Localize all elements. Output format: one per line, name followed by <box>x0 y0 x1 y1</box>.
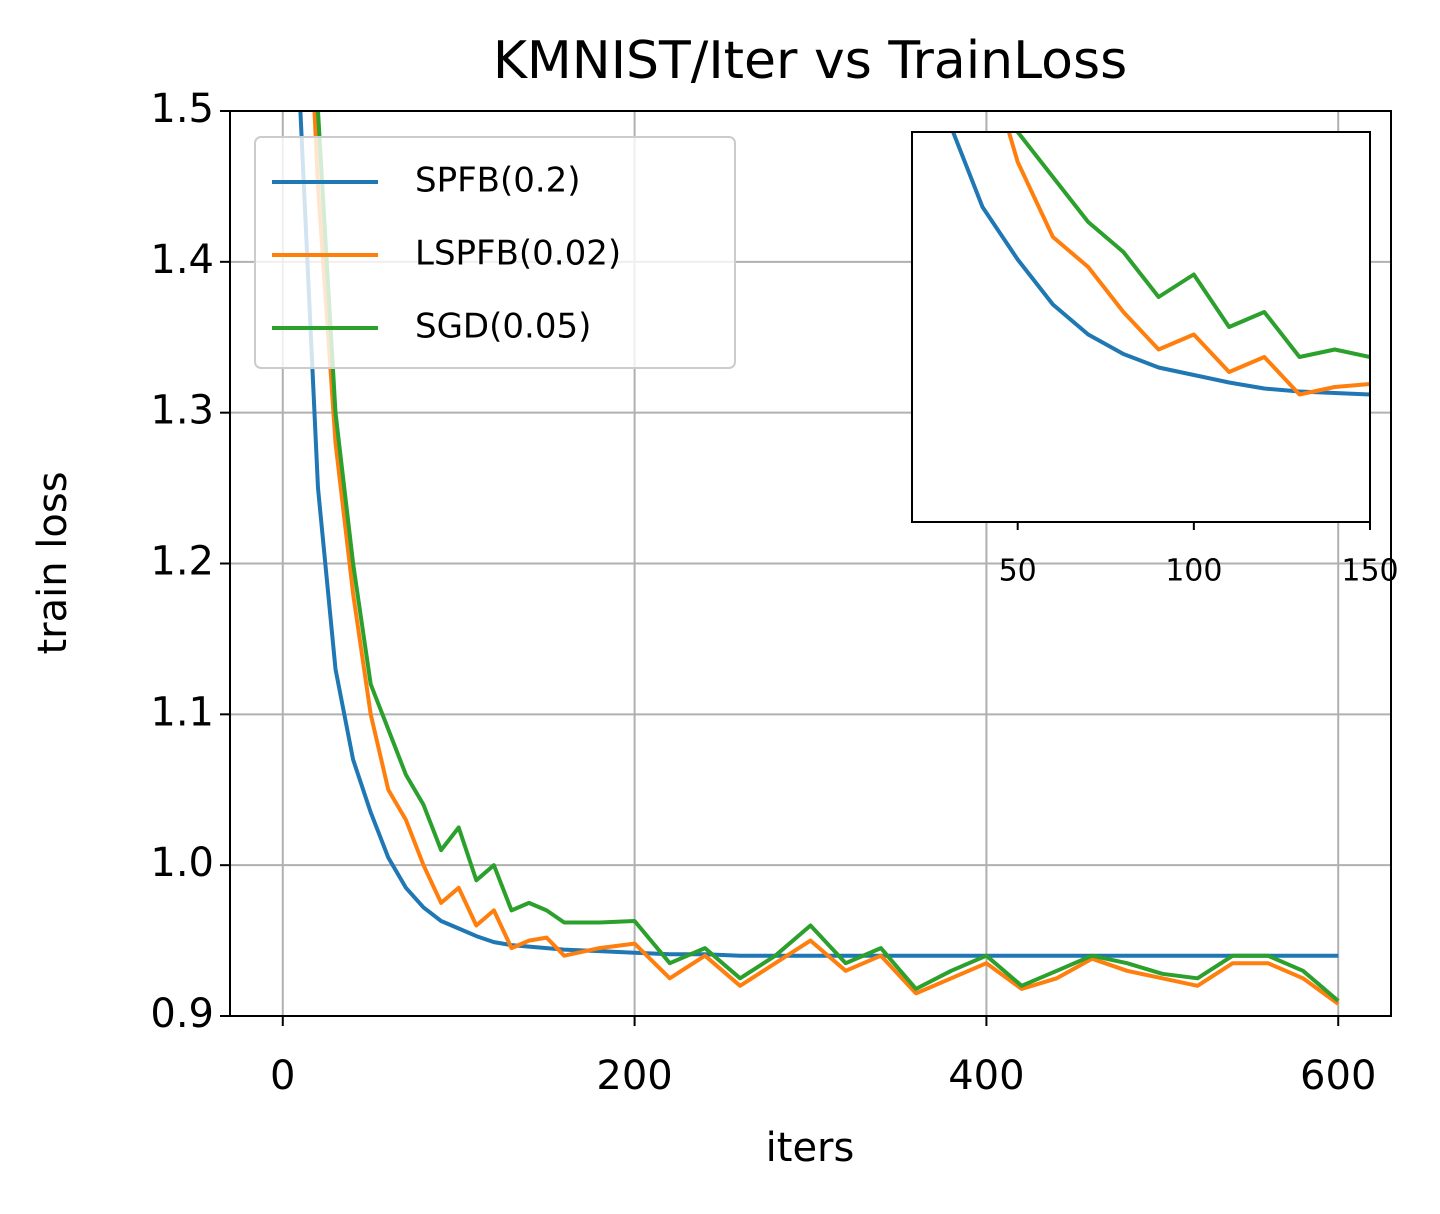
y-tick-label: 1.1 <box>150 689 214 735</box>
x-tick-label: 400 <box>948 1053 1024 1099</box>
legend-label: LSPFB(0.02) <box>415 234 621 274</box>
legend: SPFB(0.2) LSPFB(0.02) SGD(0.05) <box>255 137 735 368</box>
legend-label: SGD(0.05) <box>415 307 591 347</box>
inset-x-tick-label: 100 <box>1165 554 1222 589</box>
x-axis-label: iters <box>766 1125 855 1171</box>
inset-background <box>912 132 1370 522</box>
legend-label: SPFB(0.2) <box>415 161 581 201</box>
chart-title: KMNIST/Iter vs TrainLoss <box>493 31 1127 91</box>
x-tick-label: 600 <box>1300 1053 1376 1099</box>
y-tick-label: 1.5 <box>150 86 214 132</box>
y-tick-label: 1.0 <box>150 840 214 886</box>
x-tick-label: 0 <box>270 1053 295 1099</box>
y-axis-label: train loss <box>30 471 76 654</box>
y-tick-label: 1.4 <box>150 237 214 283</box>
inset-x-tick-label: 50 <box>999 554 1037 589</box>
y-tick-label: 0.9 <box>150 991 214 1037</box>
x-tick-label: 200 <box>596 1053 672 1099</box>
y-tick-label: 1.2 <box>150 539 214 585</box>
y-tick-label: 1.3 <box>150 388 214 434</box>
inset-x-tick-label: 150 <box>1341 554 1398 589</box>
